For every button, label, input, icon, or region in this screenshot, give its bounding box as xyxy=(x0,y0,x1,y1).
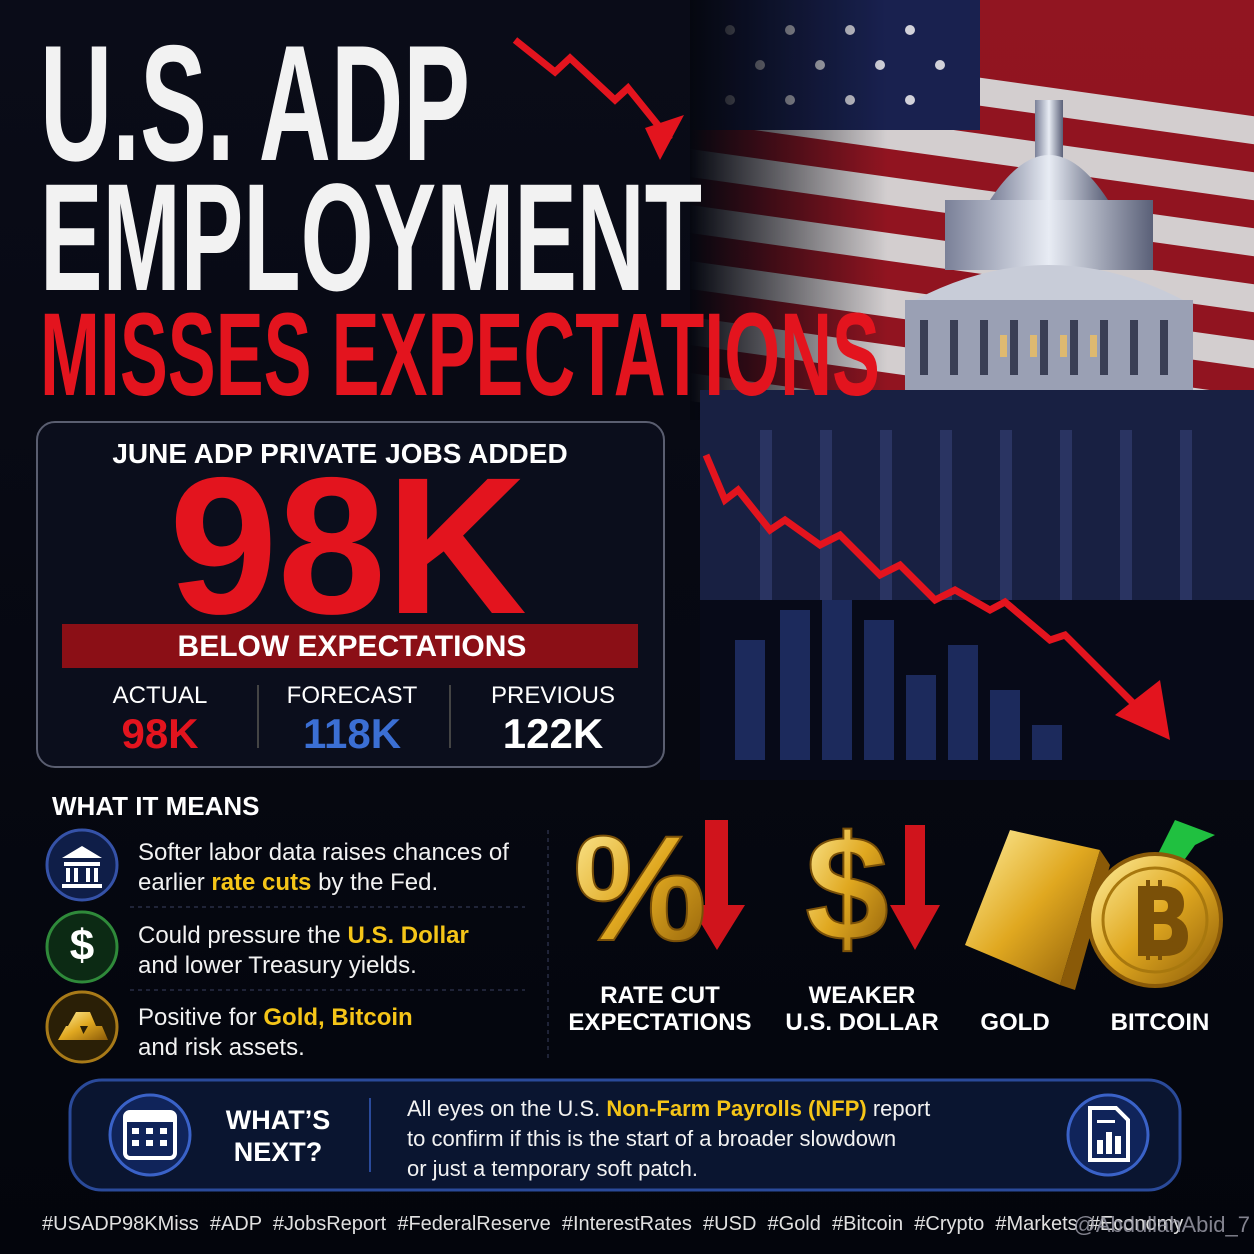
text-span: or just a temporary soft patch. xyxy=(407,1156,698,1181)
metric-label: FORECAST xyxy=(287,682,418,709)
stat-title: JUNE ADP PRIVATE JOBS ADDED xyxy=(112,438,567,469)
text-span: Positive for xyxy=(138,1004,263,1031)
text-span: report xyxy=(867,1096,931,1121)
title-line: EMPLOYMENT xyxy=(40,152,702,323)
decor-bars xyxy=(735,600,1062,760)
highlight: Non-Farm Payrolls (NFP) xyxy=(606,1096,866,1121)
icon-report xyxy=(1066,1093,1150,1177)
next-title: NEXT? xyxy=(234,1137,323,1167)
text-line: and lower Treasury yields. xyxy=(138,952,417,979)
text-line: earlier rate cuts by the Fed. xyxy=(138,869,438,896)
banner xyxy=(62,624,638,668)
impact-symbol: $ xyxy=(805,804,888,972)
text-line: Softer labor data raises chances of xyxy=(138,839,509,866)
text-span: earlier xyxy=(138,869,211,896)
impact-label: BITCOIN xyxy=(1111,1009,1210,1036)
metric-value: 118K xyxy=(303,710,401,757)
title-line: U.S. ADP xyxy=(40,11,470,195)
text-span: by the Fed. xyxy=(311,869,438,896)
metric-value: 98K xyxy=(121,710,198,757)
icon-glyph: $ xyxy=(70,921,94,970)
decor-arrow xyxy=(512,37,1143,713)
text-span: Softer labor data raises chances of xyxy=(138,839,509,866)
next-panel xyxy=(68,1078,1182,1192)
text-line: to confirm if this is the start of a bro… xyxy=(407,1126,896,1151)
text-line: or just a temporary soft patch. xyxy=(407,1156,698,1181)
icon-calendar xyxy=(108,1093,192,1177)
arrow-head xyxy=(645,115,684,160)
text-line: and risk assets. xyxy=(138,1034,305,1061)
text-span: and risk assets. xyxy=(138,1034,305,1061)
impact-label: WEAKER xyxy=(809,982,916,1009)
icon-dollar xyxy=(45,910,119,984)
impact-label: EXPECTATIONS xyxy=(568,1009,751,1036)
text-line: Positive for Gold, Bitcoin xyxy=(138,1004,413,1031)
highlight: U.S. Dollar xyxy=(347,922,468,949)
text-span: Could pressure the xyxy=(138,922,347,949)
impact-icons xyxy=(690,820,1223,990)
impact-label: GOLD xyxy=(980,1009,1049,1036)
impact-symbol: % xyxy=(573,804,706,972)
text-span: to confirm if this is the start of a bro… xyxy=(407,1126,896,1151)
separators xyxy=(130,830,549,1060)
metric-label: ACTUAL xyxy=(113,682,208,709)
impact-label: RATE CUT xyxy=(600,982,720,1009)
title-line: MISSES EXPECTATIONS xyxy=(40,289,880,421)
metric-value: 122K xyxy=(503,710,603,757)
metric-label: PREVIOUS xyxy=(491,682,615,709)
text-span: All eyes on the U.S. xyxy=(407,1096,606,1121)
highlight: rate cuts xyxy=(211,869,311,896)
banner-text: BELOW EXPECTATIONS xyxy=(178,630,527,663)
stat-box xyxy=(36,421,665,768)
arrow-head xyxy=(1115,680,1170,740)
icon-bank xyxy=(45,828,119,902)
text-span: and lower Treasury yields. xyxy=(138,952,417,979)
impact-label: U.S. DOLLAR xyxy=(785,1009,938,1036)
section-title: WHAT IT MEANS xyxy=(52,791,260,821)
highlight: Gold, Bitcoin xyxy=(263,1004,412,1031)
icon-gold xyxy=(45,990,119,1064)
text-line: Could pressure the U.S. Dollar xyxy=(138,922,469,949)
hashtags: #USADP98KMiss #ADP #JobsReport #FederalR… xyxy=(42,1213,1183,1235)
next-title: WHAT’S xyxy=(226,1105,330,1135)
text-line: All eyes on the U.S. Non-Farm Payrolls (… xyxy=(407,1096,930,1121)
watermark: @AbdullahAbid_7 xyxy=(1074,1212,1250,1237)
headline-value: 98K xyxy=(169,437,527,655)
